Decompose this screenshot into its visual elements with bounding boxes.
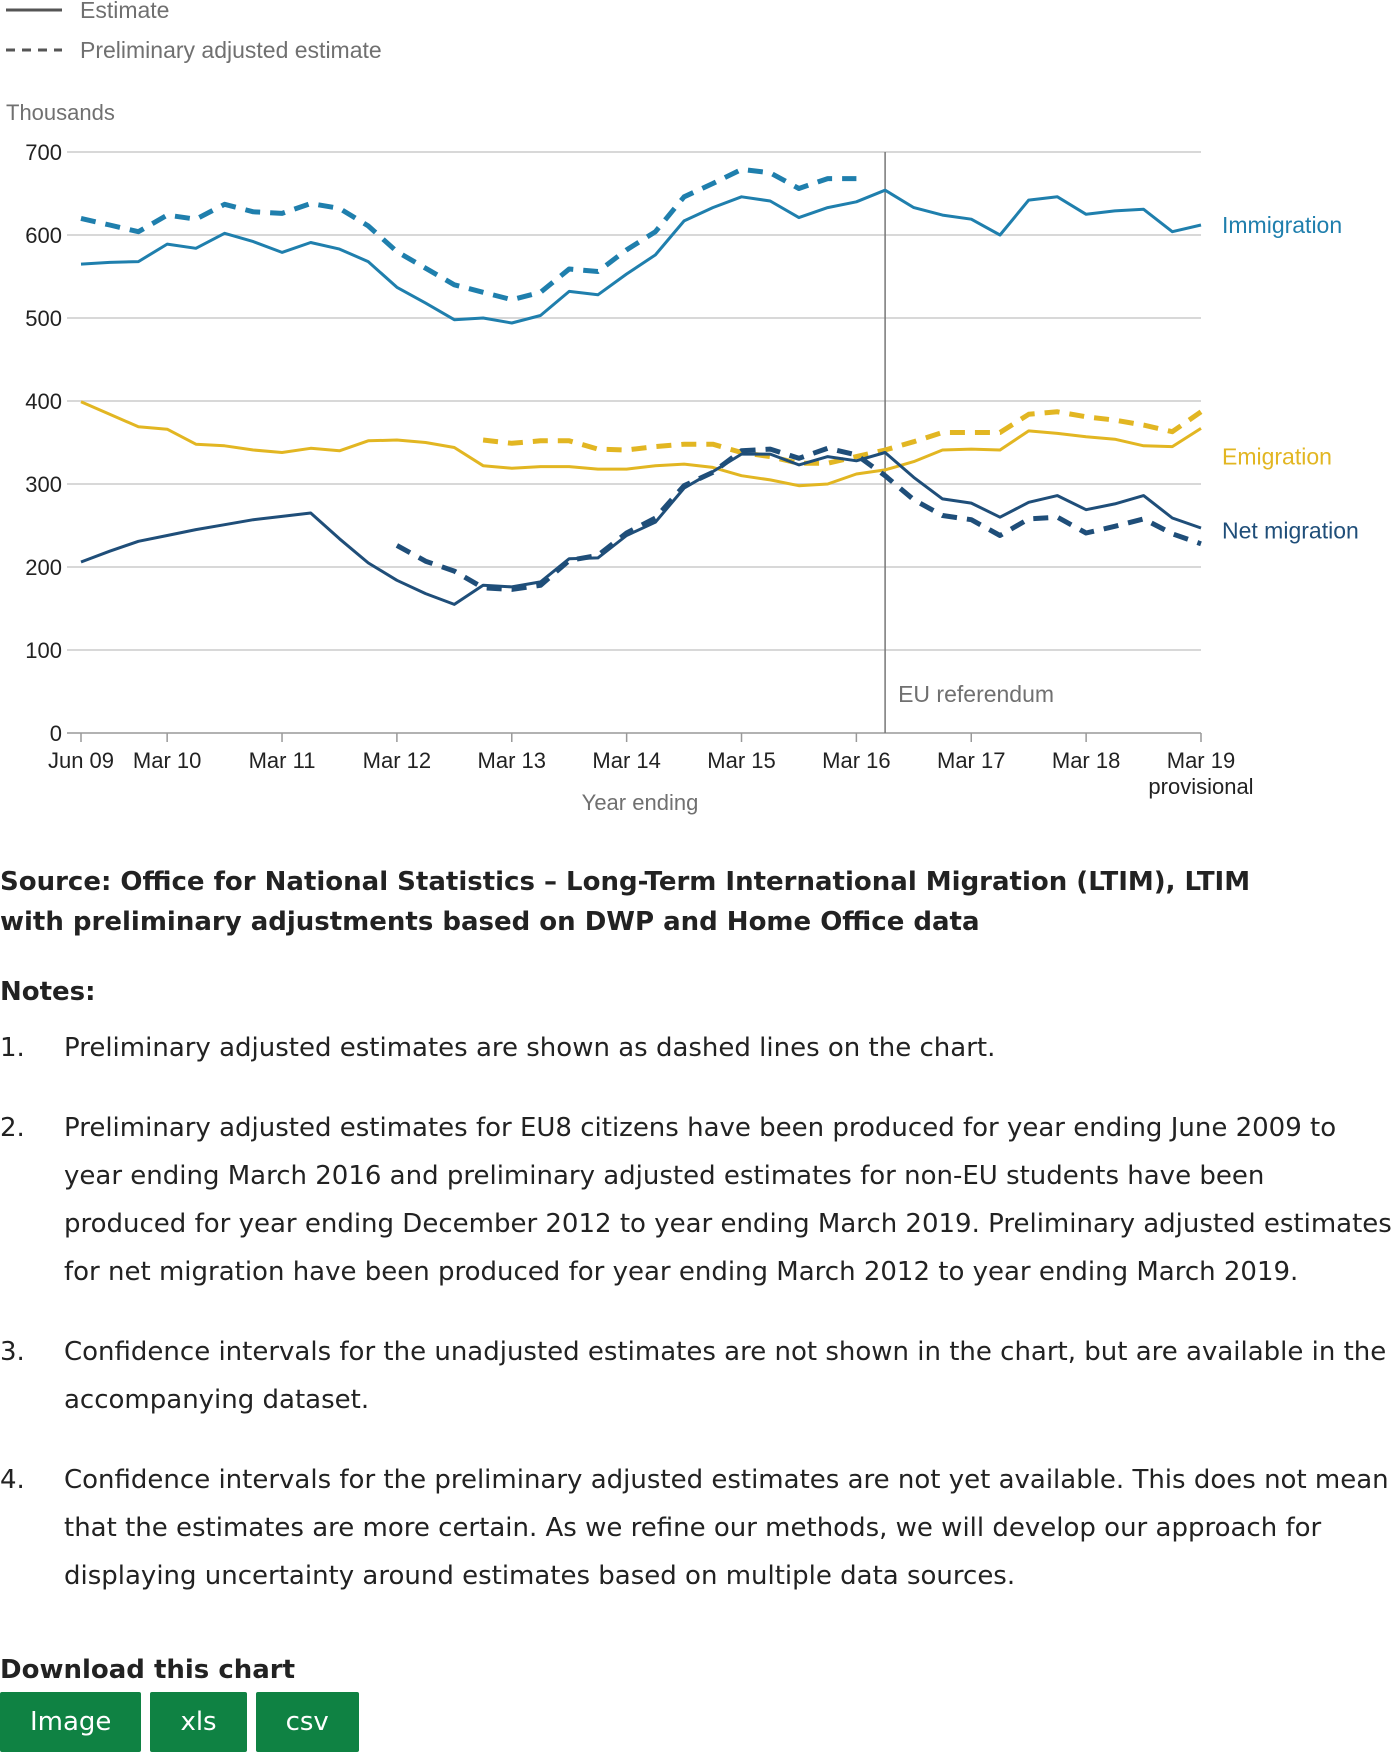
download-xls-button[interactable]: xls	[150, 1692, 247, 1752]
x-tick-label: Mar 17	[937, 748, 1005, 773]
y-tick-label: 200	[25, 555, 62, 580]
legend-label: Estimate	[80, 0, 169, 23]
notes-list: 1. Preliminary adjusted estimates are sh…	[0, 1024, 1392, 1632]
gridlines	[67, 151, 1201, 651]
note-text: Preliminary adjusted estimates for EU8 c…	[64, 1113, 1392, 1287]
y-axis-ticks: 0 100 200 300 400 500 600 700	[25, 140, 62, 746]
note-number: 2.	[0, 1113, 25, 1143]
x-tick-label: Mar 13	[478, 748, 546, 773]
y-tick-label: 500	[25, 306, 62, 331]
immigration-adjusted-line	[80, 166, 857, 303]
x-tick-label: Mar 15	[707, 748, 775, 773]
note-text: Preliminary adjusted estimates are shown…	[64, 1033, 996, 1063]
y-tick-label: 400	[25, 389, 62, 414]
x-axis-label: Year ending	[582, 790, 699, 815]
note-item: 4. Confidence intervals for the prelimin…	[0, 1456, 1392, 1600]
y-tick-label: 100	[25, 638, 62, 663]
y-axis-label: Thousands	[6, 100, 115, 125]
download-title: Download this chart	[0, 1655, 296, 1685]
note-text: Confidence intervals for the unadjusted …	[64, 1337, 1387, 1415]
migration-line-chart: Estimate Preliminary adjusted estimate Th…	[6, 0, 1359, 815]
net-migration-series-label: Net migration	[1222, 517, 1359, 543]
y-tick-label: 600	[25, 223, 62, 248]
x-tick-label: Mar 18	[1052, 748, 1120, 773]
y-tick-label: 0	[50, 721, 62, 746]
x-tick-label: Mar 14	[592, 748, 660, 773]
x-tick-label: Mar 11	[249, 748, 316, 773]
download-image-button[interactable]: Image	[0, 1692, 142, 1752]
chart-source: Source: Office for National Statistics –…	[0, 867, 1251, 937]
note-number: 4.	[0, 1465, 25, 1495]
immigration-series-label: Immigration	[1222, 212, 1342, 238]
download-buttons: Image xls csv	[0, 1692, 359, 1752]
emigration-series-label: Emigration	[1222, 444, 1332, 470]
eu-referendum-annotation: EU referendum	[884, 152, 1054, 733]
legend-label: Preliminary adjusted estimate	[80, 37, 382, 63]
x-tick-label: Mar 12	[363, 748, 431, 773]
net-migration-adjusted-line	[395, 445, 1202, 592]
note-item: 3. Confidence intervals for the unadjust…	[0, 1328, 1392, 1424]
eu-referendum-label: EU referendum	[898, 681, 1054, 707]
note-text: Confidence intervals for the preliminary…	[64, 1465, 1389, 1591]
chart-series	[80, 166, 1203, 606]
y-tick-label: 700	[25, 140, 62, 165]
x-tick-label: Jun 09	[48, 748, 114, 773]
x-tick-label: Mar 16	[822, 748, 890, 773]
chart-legend: Estimate Preliminary adjusted estimate	[6, 0, 382, 63]
emigration-estimate-line	[80, 400, 1202, 488]
note-item: 1. Preliminary adjusted estimates are sh…	[0, 1024, 1392, 1072]
y-tick-label: 300	[25, 472, 62, 497]
x-axis: Jun 09 Mar 10 Mar 11 Mar 12 Mar 13 Mar 14 Mar …	[48, 732, 1254, 799]
immigration-estimate-line	[80, 188, 1202, 325]
x-tick-label: Mar 19	[1167, 748, 1235, 773]
note-item: 2. Preliminary adjusted estimates for EU…	[0, 1104, 1392, 1296]
x-tick-label: Mar 10	[133, 748, 201, 773]
note-number: 3.	[0, 1337, 25, 1367]
x-tick-sublabel: provisional	[1148, 774, 1253, 799]
series-labels: Immigration Emigration Net migration	[1222, 212, 1359, 543]
download-csv-button[interactable]: csv	[255, 1692, 359, 1752]
note-number: 1.	[0, 1033, 25, 1063]
net-migration-estimate-line	[80, 451, 1202, 606]
notes-title: Notes:	[0, 977, 96, 1007]
